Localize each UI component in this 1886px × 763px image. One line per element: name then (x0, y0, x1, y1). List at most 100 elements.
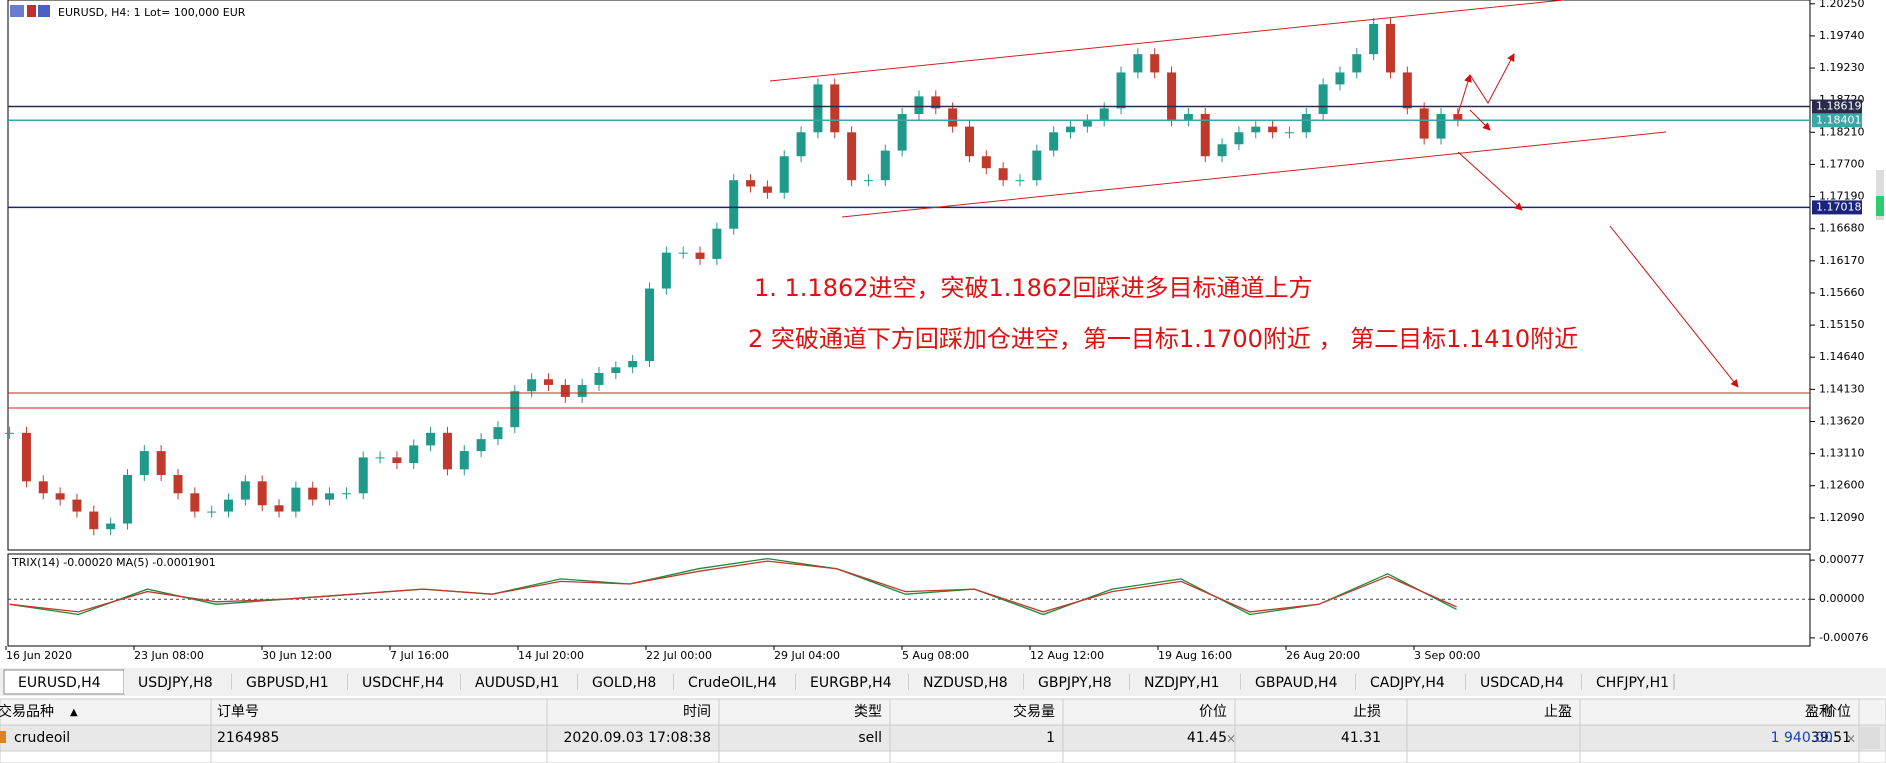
icon[interactable] (27, 5, 36, 17)
column-header: 时间 (683, 704, 711, 720)
candle (880, 150, 890, 181)
tab[interactable] (3, 669, 125, 695)
tab-label[interactable]: EURGBP,H4 (810, 675, 892, 691)
close-icon[interactable]: × (1846, 732, 1856, 746)
scrollbar[interactable] (1860, 727, 1880, 749)
candle (594, 372, 604, 385)
indicator-tick-label: -0.00076 (1819, 631, 1868, 644)
candle (560, 384, 570, 397)
x-tick-label: 22 Jul 00:00 (646, 649, 712, 662)
candle (1082, 120, 1092, 127)
tab-label[interactable]: GBPAUD,H4 (1255, 675, 1338, 691)
tab-label[interactable]: GOLD,H8 (592, 675, 656, 691)
candle (476, 439, 486, 452)
tab[interactable] (796, 670, 909, 694)
tab[interactable] (348, 670, 461, 694)
table-row[interactable] (0, 750, 1886, 763)
tab[interactable] (124, 670, 232, 694)
candle (493, 427, 503, 440)
candle (291, 487, 301, 512)
icon[interactable] (10, 5, 24, 17)
candle (1032, 150, 1042, 181)
scrollbar[interactable] (1876, 170, 1884, 220)
candle (661, 252, 671, 289)
candle (1049, 132, 1059, 151)
icon[interactable] (38, 5, 50, 17)
tab[interactable] (1582, 670, 1674, 694)
x-tick-label: 3 Sep 00:00 (1414, 649, 1480, 662)
tab-label[interactable]: USDCHF,H4 (362, 675, 444, 691)
tab-label[interactable]: EURUSD,H4 (18, 675, 101, 691)
y-tick-label: 1.15150 (1819, 318, 1865, 331)
level-box (1812, 99, 1862, 114)
candle (981, 156, 991, 169)
sort-icon[interactable]: ▲ (70, 707, 78, 718)
column-header: 止损 (1353, 704, 1381, 720)
candle (1200, 114, 1210, 157)
tab[interactable] (1356, 670, 1466, 694)
tab[interactable] (674, 670, 796, 694)
candle (1385, 23, 1395, 73)
tab-label[interactable]: USDJPY,H8 (138, 675, 213, 691)
candle (1251, 126, 1261, 133)
tab-label[interactable]: AUDUSD,H1 (475, 675, 559, 691)
tab-label[interactable]: CADJPY,H4 (1370, 675, 1445, 691)
candle (1183, 114, 1193, 121)
tab[interactable] (1130, 670, 1241, 694)
tab[interactable] (909, 670, 1024, 694)
chart-header: EURUSD, H4: 1 Lot= 100,000 EUR (58, 6, 246, 19)
tab-label[interactable]: GBPJPY,H8 (1038, 675, 1112, 691)
indicator-line (9, 560, 1457, 613)
indicator-pane (7, 553, 1811, 647)
candle (779, 156, 789, 193)
candle (1217, 144, 1227, 157)
level-label: 1.18401 (1816, 113, 1862, 126)
candle (308, 487, 318, 500)
candle (863, 180, 873, 182)
table-cell: crudeoil (14, 730, 70, 746)
candle (543, 379, 553, 385)
channel-line (769, 0, 1565, 82)
tab[interactable] (232, 670, 348, 694)
tab[interactable] (1241, 670, 1356, 694)
annotation: 2 突破通道下方回踩加仓进空，第一目标1.1700附近 ， 第二目标1.1410… (748, 325, 1578, 353)
tab[interactable] (1024, 670, 1130, 694)
x-tick-label: 5 Aug 08:00 (902, 649, 969, 662)
candle (813, 84, 823, 133)
tab-label[interactable]: NZDJPY,H1 (1144, 675, 1220, 691)
candle (1284, 132, 1294, 134)
candle (931, 96, 941, 109)
tab-label[interactable]: NZDUSD,H8 (923, 675, 1008, 691)
scroll-mark (1876, 196, 1884, 216)
tab-label[interactable]: GBPUSD,H1 (246, 675, 329, 691)
candle (89, 511, 99, 530)
table-cell: 1 940.00 (1771, 730, 1833, 746)
candle (274, 505, 284, 512)
column-header: 交易量 (1013, 703, 1055, 720)
candle (358, 457, 368, 494)
column-header: 价位 (1199, 704, 1227, 720)
y-tick-label: 1.12600 (1819, 479, 1865, 492)
candle (1436, 114, 1446, 139)
candle (173, 475, 183, 494)
x-tick-label: 16 Jun 2020 (6, 649, 72, 662)
tab[interactable] (578, 670, 674, 694)
x-tick-label: 19 Aug 16:00 (1158, 649, 1232, 662)
candle (325, 493, 335, 500)
price-pane (7, 0, 1811, 551)
tab[interactable] (1466, 670, 1582, 694)
tab-label[interactable]: USDCAD,H4 (1480, 675, 1564, 691)
tab[interactable] (461, 670, 578, 694)
column-header: 止盈 (1544, 704, 1572, 720)
plot: 1.202501.197401.192301.187201.182101.177… (5, 0, 1868, 662)
candle (392, 457, 402, 464)
close-icon[interactable]: × (1226, 732, 1236, 746)
candle (122, 475, 132, 524)
candle (1419, 108, 1429, 139)
tab-label[interactable]: CHFJPY,H1 (1596, 675, 1669, 691)
table-cell: 2020.09.03 17:08:38 (564, 730, 712, 746)
tab-label[interactable]: CrudeOIL,H4 (688, 675, 777, 691)
table-row[interactable] (0, 724, 1886, 752)
candle (156, 451, 166, 476)
candle (762, 186, 772, 193)
